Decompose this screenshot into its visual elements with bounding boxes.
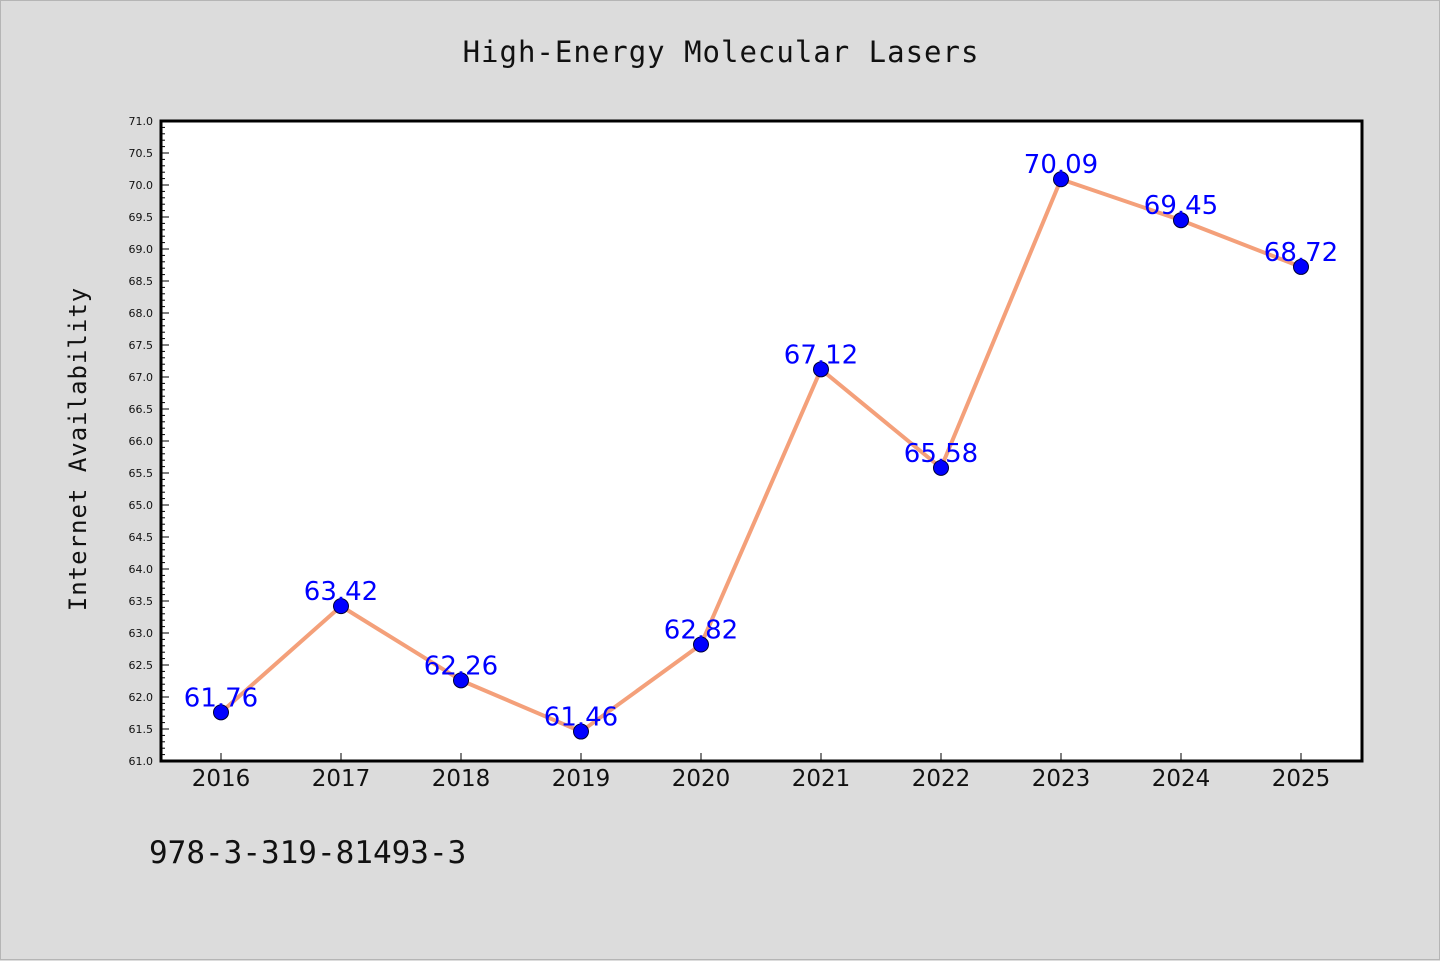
y-tick-label: 70.0 [129, 179, 154, 192]
y-tick-label: 64.5 [129, 531, 154, 544]
data-label: 70.09 [1024, 150, 1098, 180]
y-tick-label: 64.0 [129, 563, 154, 576]
x-tick-label: 2021 [792, 766, 851, 792]
data-point [453, 672, 469, 689]
data-point [573, 723, 589, 740]
data-point [1053, 171, 1069, 188]
y-tick-label: 70.5 [129, 147, 154, 160]
y-tick-label: 66.0 [129, 435, 154, 448]
y-tick-label: 69.5 [129, 211, 154, 224]
data-label: 68.72 [1264, 238, 1338, 268]
y-tick-label: 71.0 [129, 115, 154, 128]
data-point [693, 636, 709, 653]
y-tick-label: 66.5 [129, 403, 154, 416]
y-tick-label: 61.0 [129, 755, 154, 768]
chart-title: High-Energy Molecular Lasers [462, 35, 980, 69]
data-point [813, 361, 829, 378]
data-label: 67.12 [784, 340, 858, 370]
x-tick-label: 2020 [672, 766, 731, 792]
plot-area [159, 119, 1364, 763]
x-tick-label: 2016 [192, 766, 251, 792]
y-tick-label: 63.0 [129, 627, 154, 640]
data-label: 61.76 [184, 683, 258, 713]
footer-code: 978-3-319-81493-3 [149, 835, 467, 871]
data-label: 69.45 [1144, 191, 1218, 221]
y-tick-label: 62.0 [129, 691, 154, 704]
x-tick-label: 2024 [1152, 766, 1211, 792]
data-point [1173, 212, 1189, 229]
series-polyline [219, 177, 1303, 734]
y-tick-label: 61.5 [129, 723, 154, 736]
y-tick-label: 68.5 [129, 275, 154, 288]
data-point [333, 598, 349, 615]
y-tick-label: 65.0 [129, 499, 154, 512]
x-tick-label: 2023 [1032, 766, 1091, 792]
y-tick-label: 63.5 [129, 595, 154, 608]
data-point [1293, 258, 1309, 275]
series-line: 61.76 63.42 62.26 61.46 62.82 67.12 65.58 70.09… [184, 150, 1338, 740]
x-axis: 2016 2017 2018 2019 2020 2021 2022 2023 2024 2025 [192, 753, 1331, 792]
y-tick-label: 62.5 [129, 659, 154, 672]
x-tick-label: 2019 [552, 766, 611, 792]
data-point [213, 704, 229, 721]
data-point [933, 459, 949, 476]
x-tick-label: 2017 [312, 766, 371, 792]
data-label: 62.82 [664, 616, 738, 646]
data-label: 61.46 [544, 703, 618, 733]
y-tick-label: 67.5 [129, 339, 154, 352]
y-tick-label: 69.0 [129, 243, 154, 256]
y-tick-label: 68.0 [129, 307, 154, 320]
y-axis-label: Internet Availability [64, 287, 92, 611]
y-tick-label: 67.0 [129, 371, 154, 384]
x-tick-label: 2018 [432, 766, 491, 792]
data-label: 63.42 [304, 577, 378, 607]
x-tick-label: 2022 [912, 766, 971, 792]
x-tick-label: 2025 [1272, 766, 1331, 792]
y-axis: 61.0 61.5 62.0 62.5 63.0 63.5 64.0 64.5 65.0 65.5… [129, 115, 169, 768]
data-label: 62.26 [424, 651, 498, 681]
data-label: 65.58 [904, 439, 978, 469]
y-tick-label: 65.5 [129, 467, 154, 480]
